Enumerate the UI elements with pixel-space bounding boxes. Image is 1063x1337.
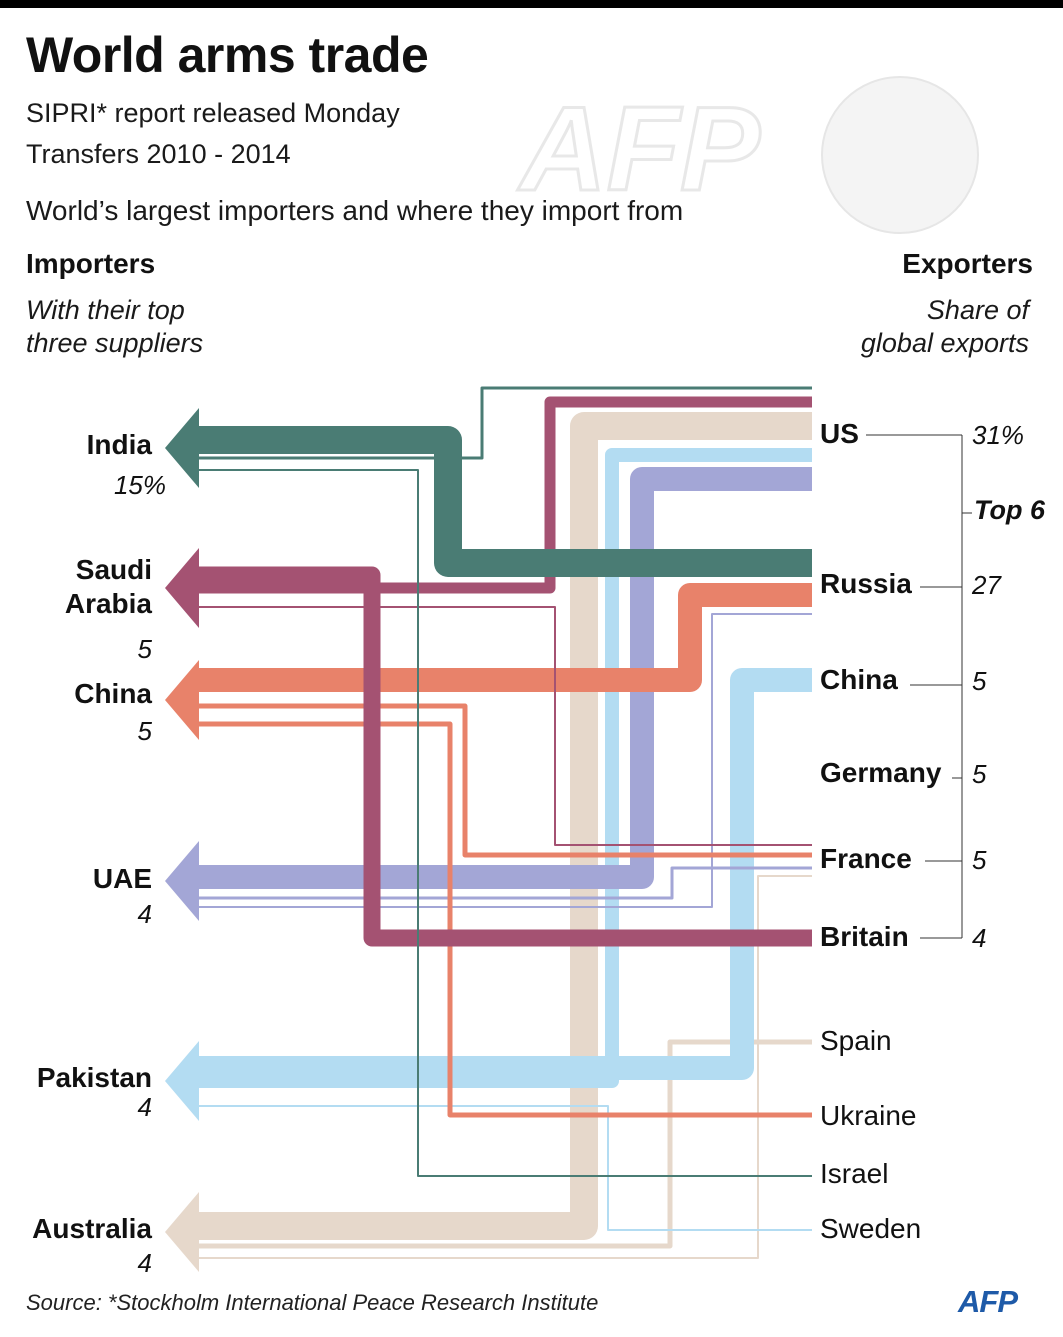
exporter-sweden-name: Sweden [820,1213,922,1244]
page-title: World arms trade [26,27,429,83]
exporter-china-share: 5 [972,666,987,696]
arrowhead-australia [165,1192,199,1272]
subtitle-report: SIPRI* report released Monday [26,98,400,128]
exporter-france-name: France [820,843,912,874]
exporter-russia-share: 27 [972,570,1001,600]
flow-pakistan-us [195,448,812,1088]
importer-saudi-share: 5 [137,634,152,664]
importer-australia-name: Australia [32,1213,152,1244]
flow-india-israel [195,469,812,1177]
exporter-us-name: US [820,418,859,449]
arrowhead-pakistan [165,1041,199,1121]
exporter-russia-name: Russia [820,568,912,599]
exporters-note-2: global exports [860,328,1029,358]
subtitle-description: World’s largest importers and where they… [26,195,684,226]
top6-label: Top 6 [974,495,1045,525]
afp-logo: AFP [958,1284,1018,1319]
afp-watermark-icon: AFP [516,76,979,234]
importer-india-name: India [86,429,152,460]
importer-pakistan-name: Pakistan [36,1062,152,1093]
exporter-us-share: 31% [972,420,1025,450]
exporters-note-1: Share of [926,295,1029,325]
flow-saudi-france [195,606,812,846]
flow-pakistan-china [195,668,812,1080]
flow-uae-russia [195,613,812,908]
exporter-ukraine-name: Ukraine [820,1100,917,1131]
importer-australia-share: 4 [137,1248,152,1278]
flow-uae-france [195,866,812,900]
importer-uae-share: 4 [137,899,152,929]
flow-pakistan-sweden [195,1105,812,1231]
flow-saudi-us [195,396,812,594]
importers-heading: Importers [26,248,156,279]
source-note: Source: *Stockholm International Peace R… [26,1290,599,1315]
arrowhead-uae [165,841,199,921]
flow-china-ukraine [195,721,812,1118]
exporter-germany-name: Germany [820,757,942,788]
flow-australia-france [195,875,812,1259]
arrowhead-china [165,660,199,740]
exporter-israel-name: Israel [820,1158,889,1189]
top-rule [0,0,1063,8]
flow-australia-us [195,412,812,1240]
exporter-france-share: 5 [972,845,987,875]
exporters-heading: Exporters [902,248,1033,279]
svg-text:AFP: AFP [517,82,761,216]
importer-saudi-name-1: Saudi [75,554,152,585]
importer-india-share: 15% [113,470,166,500]
arrowhead-india [165,408,199,488]
subtitle-period: Transfers 2010 - 2014 [26,139,291,169]
arrowhead-saudi-arabia [165,548,199,628]
flow-china-russia [195,583,812,692]
importer-saudi-name-2: Arabia [64,588,152,619]
flow-china-france [195,703,812,858]
importers-note-2: three suppliers [26,328,204,358]
importer-china-name: China [74,678,152,709]
exporter-britain-share: 4 [972,923,987,953]
exporter-spain-name: Spain [820,1025,892,1056]
flow-saudi-britain [195,566,812,947]
flow-india-russia [195,426,812,577]
importer-china-share: 5 [137,716,152,746]
importer-uae-name: UAE [92,863,152,894]
exporter-china-name: China [820,664,898,695]
exporter-germany-share: 5 [972,759,987,789]
importer-pakistan-share: 4 [137,1092,152,1122]
flow-india-us [195,386,812,460]
exporter-britain-name: Britain [820,921,909,952]
importers-note-1: With their top [26,295,185,325]
